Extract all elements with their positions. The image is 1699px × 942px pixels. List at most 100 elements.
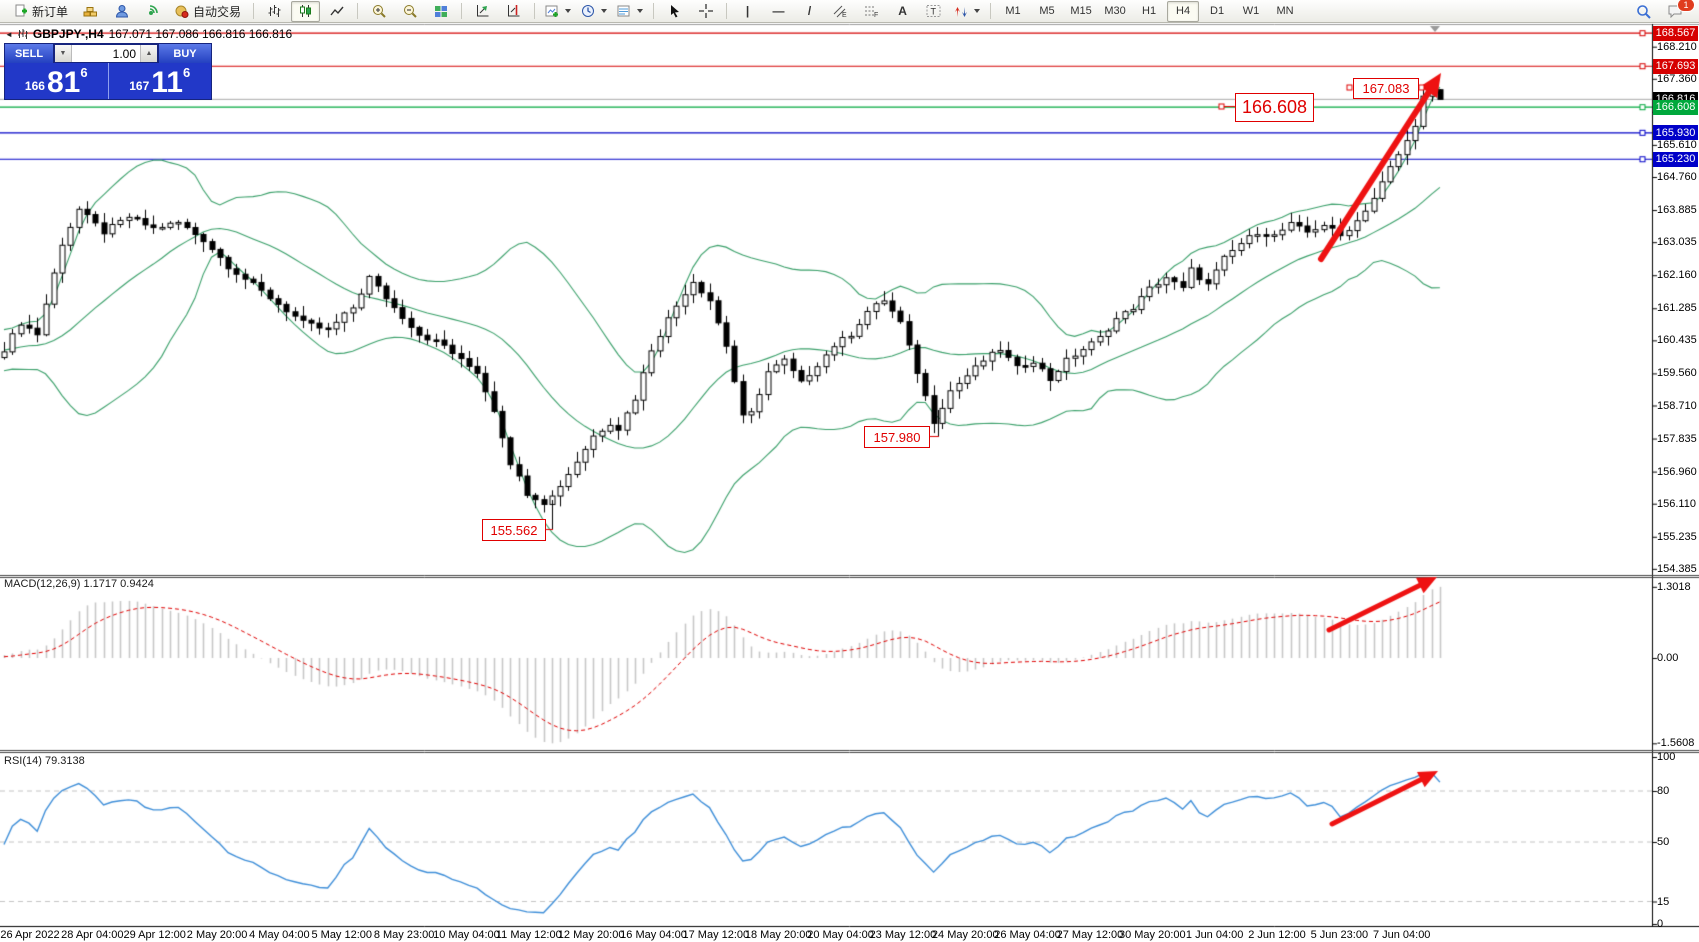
search-button[interactable] xyxy=(1629,1,1658,22)
sell-price-display[interactable]: 166 81 6 xyxy=(5,63,109,99)
shapes-icon xyxy=(955,6,968,17)
svg-text:F: F xyxy=(874,12,878,18)
macd-axis-label: -1.5608 xyxy=(1657,737,1695,750)
new-chart-icon xyxy=(545,5,559,17)
zoom-out-button[interactable] xyxy=(395,1,424,22)
timeframe-w1-button[interactable]: W1 xyxy=(1242,5,1260,17)
dropdown-arrow-icon xyxy=(974,9,981,13)
fibonacci-tool-button[interactable]: F xyxy=(857,1,886,22)
trendline-tool-button[interactable]: / xyxy=(795,1,824,22)
vertical-line-tool-button[interactable]: | xyxy=(733,1,762,22)
timeframe-d1-button[interactable]: D1 xyxy=(1210,5,1225,17)
horizontal-line-tool-button[interactable]: — xyxy=(764,1,793,22)
timeframe-h4-button[interactable]: H4 xyxy=(1167,0,1200,22)
timeframe-m15-button[interactable]: M15 xyxy=(1070,5,1092,17)
template-icon xyxy=(617,5,630,16)
rsi-axis-label: 80 xyxy=(1657,785,1670,797)
price-annotation[interactable]: 166.608 xyxy=(1235,93,1314,122)
timeframe-mn-button[interactable]: MN xyxy=(1276,5,1294,17)
bar-chart-mode-button[interactable] xyxy=(260,1,289,22)
price-tick-label: 164.760 xyxy=(1657,171,1697,183)
templates-button[interactable] xyxy=(613,1,647,22)
cursor-tool-button[interactable] xyxy=(660,1,689,22)
line-chart-mode-button[interactable] xyxy=(322,1,351,22)
profile-icon xyxy=(115,5,128,18)
chart-shift-button[interactable] xyxy=(499,1,528,22)
timeframe-h1-button[interactable]: H1 xyxy=(1142,5,1157,17)
cursor-icon xyxy=(670,5,679,18)
text-label-icon: T xyxy=(926,5,941,17)
new-order-icon xyxy=(15,4,27,17)
vertical-line-icon: | xyxy=(745,4,750,18)
dropdown-arrow-icon xyxy=(601,9,608,13)
svg-text:T: T xyxy=(931,7,937,17)
time-axis-label: 23 May 12:00 xyxy=(869,929,937,941)
equidistant-channel-icon: E xyxy=(833,5,847,18)
price-tick-label: 156.960 xyxy=(1657,465,1697,478)
rsi-axis-label: 15 xyxy=(1657,895,1670,908)
time-axis-label: 26 May 04:00 xyxy=(994,929,1061,941)
toolbar: 新订单 自动交易 xyxy=(0,0,1699,23)
buy-button[interactable]: BUY xyxy=(158,44,211,63)
crosshair-tool-button[interactable] xyxy=(691,1,720,22)
volume-input[interactable]: 1.00 xyxy=(112,46,136,61)
price-tick-label: 154.385 xyxy=(1657,562,1697,575)
signals-button[interactable] xyxy=(138,1,167,22)
price-tick-label: 163.885 xyxy=(1657,204,1697,217)
time-axis-label: 18 May 20:00 xyxy=(744,929,812,941)
sell-button[interactable]: SELL xyxy=(5,44,54,63)
time-axis-label: 20 May 04:00 xyxy=(807,929,874,941)
ohlc-readout: 167.071 167.086 166.816 166.816 xyxy=(108,27,293,41)
volume-increase-button[interactable]: ▲ xyxy=(140,45,157,62)
new-order-button[interactable]: 新订单 xyxy=(8,1,74,22)
tile-windows-button[interactable] xyxy=(426,1,455,22)
macd-axis-label: 0.00 xyxy=(1657,652,1679,664)
timeframe-m30-button[interactable]: M30 xyxy=(1104,5,1126,17)
auto-scroll-button[interactable] xyxy=(468,1,497,22)
tile-windows-icon xyxy=(434,5,447,17)
time-axis-label: 2 May 20:00 xyxy=(186,929,248,941)
trendline-icon: / xyxy=(807,4,812,18)
text-tool-button[interactable]: A xyxy=(888,1,917,22)
candle-chart-mode-button[interactable] xyxy=(291,0,321,22)
toolbar-separator xyxy=(253,3,255,19)
sell-price-sup: 6 xyxy=(80,65,88,80)
volume-decrease-button[interactable]: ▼ xyxy=(55,45,72,62)
crosshair-icon xyxy=(698,4,713,18)
price-tick-label: 155.235 xyxy=(1657,530,1697,543)
zoom-in-button[interactable] xyxy=(364,1,393,22)
auto-trading-icon xyxy=(175,5,189,18)
price-annotation[interactable]: 155.562 xyxy=(482,519,546,541)
time-axis-label: 7 Jun 04:00 xyxy=(1372,929,1431,941)
rsi-axis-label: 50 xyxy=(1657,836,1670,848)
buy-price-display[interactable]: 167 11 6 xyxy=(108,63,211,99)
time-axis-label: 4 May 04:00 xyxy=(249,929,310,941)
arrows-tool-button[interactable] xyxy=(950,1,984,22)
market-watch-button[interactable] xyxy=(76,1,105,22)
time-axis-label: 10 May 04:00 xyxy=(433,929,500,941)
new-chart-button[interactable] xyxy=(541,1,575,22)
channel-tool-button[interactable]: E xyxy=(826,1,855,22)
price-tick-label: 162.160 xyxy=(1657,269,1697,282)
symbol-title: GBPJPY-,H4 xyxy=(32,27,104,41)
price-annotation[interactable]: 157.980 xyxy=(864,426,930,448)
auto-trading-button[interactable]: 自动交易 xyxy=(169,1,247,22)
dropdown-arrow-icon xyxy=(565,9,572,13)
time-axis-label: 30 May 20:00 xyxy=(1118,929,1186,941)
dropdown-arrow-icon xyxy=(637,9,644,13)
toolbar-separator xyxy=(461,3,463,19)
text-label-tool-button[interactable]: T xyxy=(919,1,948,22)
timeframe-m5-button[interactable]: M5 xyxy=(1039,5,1055,17)
periods-button[interactable] xyxy=(577,1,611,22)
price-tick-label: 161.285 xyxy=(1657,302,1697,315)
timeframe-m1-button[interactable]: M1 xyxy=(1005,5,1021,17)
sell-price-big: 81 xyxy=(46,66,81,99)
chat-button[interactable]: 1 xyxy=(1660,0,1695,22)
price-annotation[interactable]: 167.083 xyxy=(1353,78,1419,99)
rsi-axis-label: 0 xyxy=(1657,918,1664,930)
one-click-toggle-icon[interactable]: ◄ xyxy=(5,29,13,39)
accounts-button[interactable] xyxy=(107,1,136,22)
price-tick-label: 160.435 xyxy=(1657,334,1697,347)
